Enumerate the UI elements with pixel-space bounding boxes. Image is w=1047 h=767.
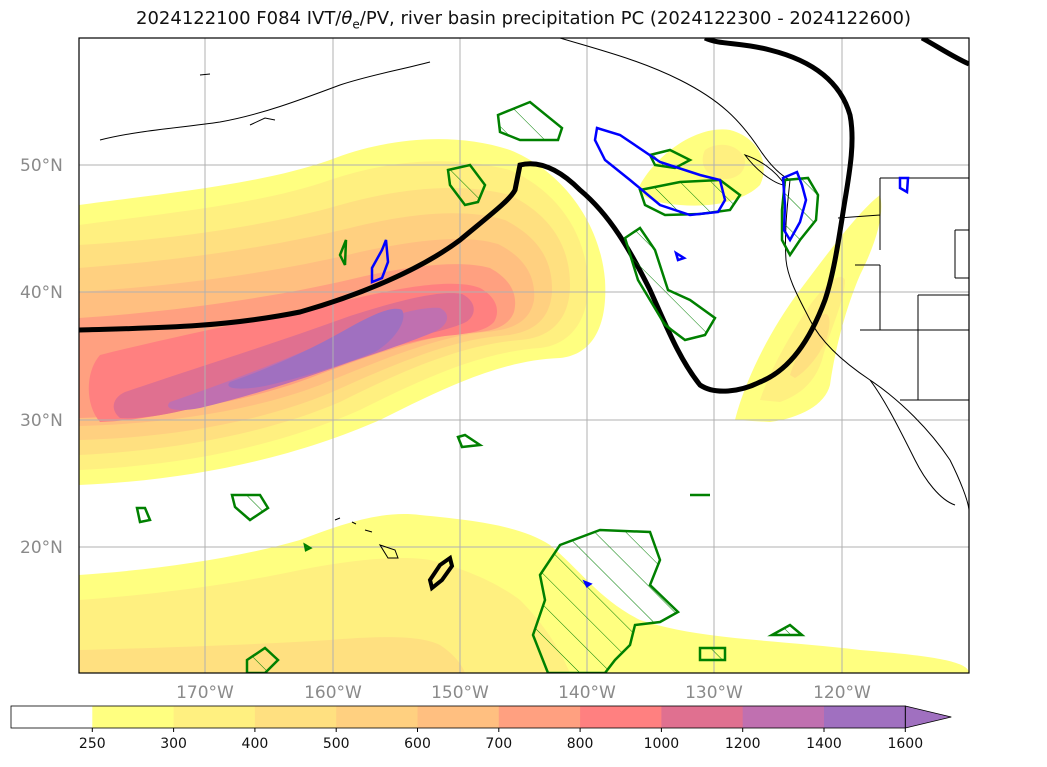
lat-label-30: 30°N: [20, 411, 63, 431]
green-region-1: [496, 100, 564, 142]
green-region-16: [303, 542, 313, 552]
alaska-coast: [99, 61, 431, 141]
lat-label-50: 50°N: [20, 156, 63, 176]
us-states: [837, 177, 969, 401]
us-west-coast: [784, 179, 969, 511]
lon-label-170: 170°W: [176, 683, 234, 703]
green-region-8: [230, 493, 270, 522]
colorbar-swatch: [254, 706, 337, 728]
ivt-contour-300-nw: [702, 144, 746, 180]
colorbar-frame: [10, 705, 906, 729]
blue-contours: [370, 126, 910, 588]
lon-label-130: 130°W: [685, 683, 743, 703]
lon-labels: 170°W 160°W 150°W 140°W 130°W 120°W: [176, 683, 871, 703]
ivt-contour-400-ca: [790, 313, 830, 378]
blue-region-2: [781, 170, 808, 243]
colorbar: 250 300 400 500 600 700 800 1000 1200 1400 1600: [10, 705, 952, 752]
map-title: 2024122100 F084 IVT/θe/PV, river basin p…: [136, 8, 911, 32]
green-region-13: [767, 623, 806, 637]
colorbar-swatch: [417, 706, 500, 728]
blue-region-6: [582, 579, 593, 588]
hawaii: [334, 517, 399, 559]
green-region-3: [623, 226, 717, 342]
lat-label-20: 20°N: [20, 538, 63, 558]
colorbar-tick-label: 800: [567, 736, 594, 752]
colorbar-tick-label: 1400: [806, 736, 842, 752]
colorbar-tick-label: 300: [160, 736, 187, 752]
colorbar-tick-label: 1000: [644, 736, 680, 752]
colorbar-swatch: [11, 706, 93, 728]
colorbar-swatch: [661, 706, 744, 728]
colorbar-tick-label: 1200: [725, 736, 761, 752]
ivt-contour-1400: [228, 308, 404, 389]
map-frame: [78, 37, 970, 674]
green-region-2: [446, 163, 487, 207]
lat-label-40: 40°N: [20, 283, 63, 303]
pv-contour: [79, 38, 969, 592]
colorbar-tick-label: 600: [404, 736, 431, 752]
canada-coast: [559, 38, 791, 181]
green-region-7: [531, 528, 681, 673]
blue-region-1: [593, 126, 727, 217]
green-region-11: [456, 433, 484, 449]
colorbar-tick-label: 500: [323, 736, 350, 752]
colorbar-swatch: [824, 706, 906, 728]
colorbar-swatch: [336, 706, 418, 728]
colorbar-swatch: [92, 706, 175, 728]
blue-region-3: [370, 239, 390, 284]
ivt-shading: [79, 129, 969, 673]
colorbar-swatch: [742, 706, 825, 728]
green-region-9: [245, 646, 280, 673]
lon-label-140: 140°W: [558, 683, 616, 703]
green-region-14: [338, 239, 348, 266]
lat-labels: 50°N 40°N 30°N 20°N: [20, 156, 63, 558]
colorbar-tick-label: 1600: [887, 736, 923, 752]
ivt-contour-300-south: [79, 558, 570, 673]
lon-label-120: 120°W: [813, 683, 871, 703]
colorbar-tick-label: 400: [242, 736, 269, 752]
blue-region-5: [673, 250, 687, 262]
lon-label-160: 160°W: [304, 683, 362, 703]
colorbar-tick-label: 250: [79, 736, 106, 752]
blue-region-4: [898, 176, 910, 195]
colorbar-swatch: [173, 706, 256, 728]
colorbar-tick-label: 700: [485, 736, 512, 752]
green-region-5: [648, 148, 693, 170]
colorbar-swatch: [580, 706, 662, 728]
colorbar-swatch: [498, 706, 581, 728]
green-region-10: [135, 506, 152, 524]
baja: [869, 379, 956, 506]
colorbar-extension: [904, 705, 952, 729]
lon-label-150: 150°W: [431, 683, 489, 703]
green-region-12: [698, 646, 727, 662]
